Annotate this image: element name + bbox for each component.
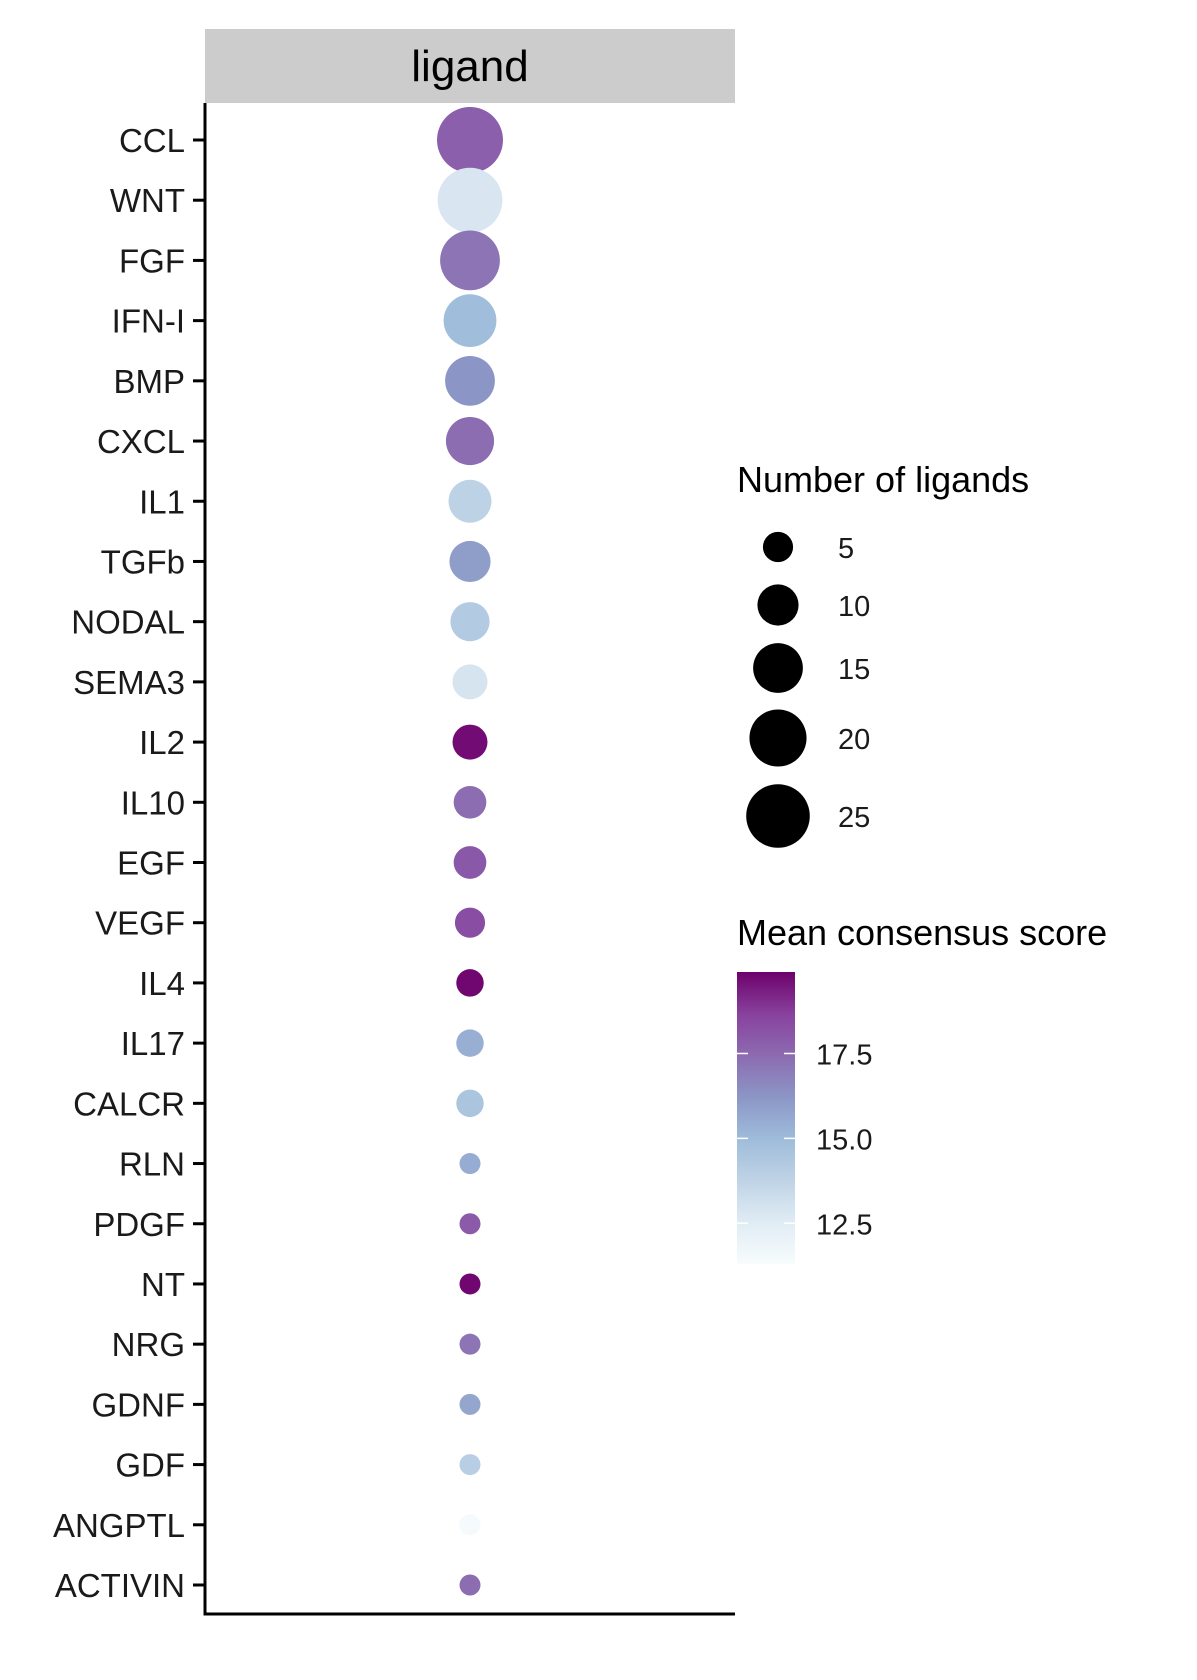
- size-legend-key: [753, 643, 803, 693]
- y-tick-label: GDF: [115, 1447, 185, 1484]
- y-tick-label: CXCL: [97, 423, 185, 460]
- y-tick-label: FGF: [119, 242, 185, 279]
- color-bar-tick-label: 12.5: [816, 1209, 872, 1241]
- data-point: [445, 355, 495, 406]
- color-bar: [737, 972, 795, 1264]
- data-point: [459, 1333, 481, 1355]
- y-axis-ticks: [193, 138, 205, 1587]
- size-legend-key: [746, 784, 810, 848]
- data-point: [443, 294, 497, 348]
- facet-strip-label: ligand: [411, 42, 528, 91]
- size-legend-label: 20: [838, 724, 870, 756]
- data-point: [456, 969, 484, 997]
- data-point: [449, 540, 491, 583]
- y-tick-label: IL2: [139, 724, 185, 761]
- size-legend-key: [749, 709, 807, 767]
- data-point: [456, 1089, 484, 1118]
- y-tick-label: IFN-I: [112, 303, 185, 340]
- data-point: [452, 724, 488, 760]
- y-tick-label: GDNF: [92, 1386, 186, 1423]
- size-legend-key: [757, 584, 799, 626]
- data-point: [459, 1514, 481, 1536]
- y-tick-label: IL17: [121, 1025, 185, 1062]
- size-legend-items: 5 10 15 20 25: [746, 531, 870, 848]
- y-tick-label: ACTIVIN: [55, 1567, 185, 1604]
- data-point: [456, 1029, 484, 1057]
- data-point: [459, 1273, 481, 1295]
- y-tick-label: CALCR: [73, 1085, 185, 1122]
- data-point: [459, 1393, 481, 1415]
- size-legend-title: Number of ligands: [737, 459, 1029, 500]
- y-tick-label: NRG: [112, 1326, 185, 1363]
- data-points: [437, 107, 503, 1596]
- color-bar-tick-label: 15.0: [816, 1124, 872, 1156]
- y-tick-label: ANGPTL: [53, 1507, 185, 1544]
- color-legend: Mean consensus score 12.5 15.0 17.5: [737, 912, 1107, 1264]
- size-legend: Number of ligands 5 10 15 20 25: [737, 459, 1029, 848]
- data-point: [437, 107, 503, 173]
- y-tick-label: VEGF: [95, 905, 185, 942]
- data-point: [459, 1574, 481, 1596]
- y-tick-label: RLN: [119, 1146, 185, 1183]
- y-tick-label: BMP: [113, 363, 185, 400]
- color-bar-tick-label: 17.5: [816, 1039, 872, 1071]
- y-tick-label: NT: [141, 1266, 185, 1303]
- y-tick-label: EGF: [117, 845, 185, 882]
- y-tick-label: NODAL: [71, 604, 185, 641]
- facet-strip: [205, 29, 735, 103]
- y-tick-label: CCL: [119, 122, 185, 159]
- data-point: [459, 1213, 481, 1235]
- size-legend-label: 5: [838, 533, 854, 565]
- y-axis-tick-labels: CCL WNT FGF IFN-I BMP CXCL IL1 TGFb NODAL SEMA3 IL…: [53, 122, 185, 1604]
- data-point: [448, 479, 492, 523]
- y-tick-label: IL1: [139, 483, 185, 520]
- data-point: [437, 167, 503, 233]
- y-tick-label: SEMA3: [73, 664, 185, 701]
- y-tick-label: PDGF: [93, 1206, 185, 1243]
- data-point: [454, 907, 486, 938]
- data-point: [459, 1153, 481, 1175]
- data-point: [450, 602, 490, 642]
- y-tick-label: TGFb: [101, 543, 185, 580]
- data-point: [445, 416, 495, 466]
- size-legend-key: [762, 531, 794, 563]
- size-legend-label: 10: [838, 591, 870, 623]
- size-legend-label: 15: [838, 654, 870, 686]
- data-point: [453, 846, 487, 879]
- y-tick-label: IL10: [121, 784, 185, 821]
- color-legend-title: Mean consensus score: [737, 912, 1107, 953]
- data-point: [453, 785, 487, 819]
- color-bar-ticks: 12.5 15.0 17.5: [737, 1039, 872, 1241]
- data-point: [459, 1454, 481, 1476]
- y-tick-label: IL4: [139, 965, 185, 1002]
- data-point: [440, 230, 500, 291]
- size-legend-label: 25: [838, 802, 870, 834]
- data-point: [452, 664, 488, 700]
- y-tick-label: WNT: [110, 182, 185, 219]
